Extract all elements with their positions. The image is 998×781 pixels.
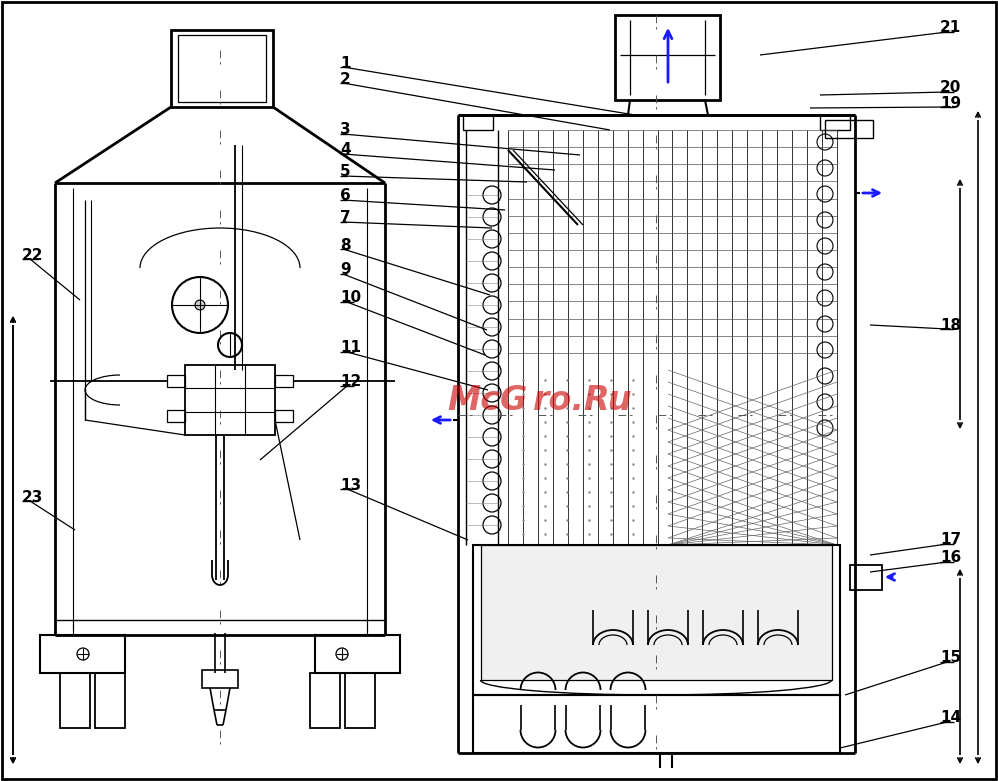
Bar [345, 673, 375, 728]
Bar [275, 410, 293, 422]
Bar [310, 673, 340, 728]
Text: McG: McG [448, 383, 528, 416]
Bar [60, 673, 90, 728]
Bar [615, 15, 720, 100]
Bar [473, 545, 840, 695]
Text: 21: 21 [940, 20, 961, 35]
Bar [202, 670, 238, 688]
Bar [171, 30, 273, 107]
Text: 20: 20 [940, 80, 961, 95]
Text: 23: 23 [22, 490, 43, 505]
Text: 4: 4 [340, 142, 350, 158]
Bar [481, 545, 832, 680]
Circle shape [195, 300, 205, 310]
Bar [315, 635, 400, 673]
Text: 22: 22 [22, 248, 44, 262]
Bar [185, 365, 275, 435]
Text: 5: 5 [340, 165, 350, 180]
Text: 13: 13 [340, 477, 361, 493]
Text: 9: 9 [340, 262, 350, 277]
Text: 10: 10 [340, 291, 361, 305]
Text: 12: 12 [340, 375, 361, 390]
Text: 19: 19 [940, 95, 961, 110]
Text: 17: 17 [940, 533, 961, 547]
Bar [463, 115, 493, 130]
Bar [275, 375, 293, 387]
Text: 7: 7 [340, 211, 350, 226]
Text: 16: 16 [940, 551, 961, 565]
Bar [178, 35, 266, 102]
Text: 1: 1 [340, 55, 350, 70]
Text: 6: 6 [340, 188, 350, 204]
Bar [167, 375, 185, 387]
Text: 14: 14 [940, 711, 961, 726]
Bar [850, 565, 882, 590]
Bar [40, 635, 125, 673]
Bar [167, 410, 185, 422]
Text: 2: 2 [340, 72, 350, 87]
Bar [820, 115, 850, 130]
Bar [95, 673, 125, 728]
Text: 18: 18 [940, 318, 961, 333]
Text: 8: 8 [340, 237, 350, 252]
Text: 15: 15 [940, 651, 961, 665]
Text: 11: 11 [340, 341, 361, 355]
Text: 3: 3 [340, 123, 350, 137]
Text: ro.Ru: ro.Ru [533, 383, 633, 416]
Bar [825, 120, 873, 138]
